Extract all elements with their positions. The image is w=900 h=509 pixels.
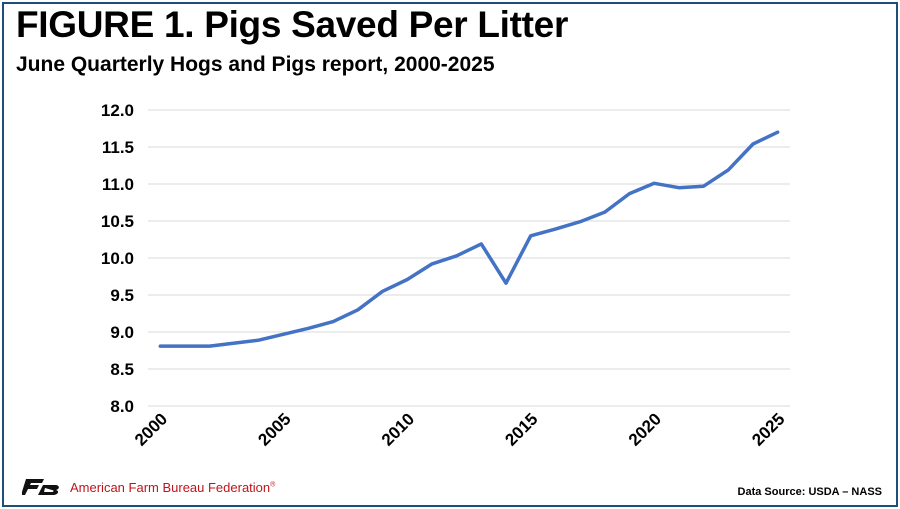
x-tick-label: 2020 — [625, 409, 665, 449]
y-tick-label: 9.0 — [110, 323, 134, 342]
gridlines — [148, 109, 790, 407]
y-tick-label: 11.0 — [102, 175, 134, 194]
x-tick-label: 2010 — [378, 409, 418, 449]
y-axis-ticks: 8.0 8.5 9.0 9.5 10.0 10.5 11.0 11.5 12.0 — [101, 101, 134, 416]
series-line — [158, 130, 780, 348]
y-tick-label: 10.0 — [101, 249, 134, 268]
y-tick-label: 12.0 — [101, 101, 134, 120]
series-group — [158, 130, 780, 348]
chart-title: FIGURE 1. Pigs Saved Per Litter — [16, 4, 569, 45]
y-tick-label: 11.5 — [102, 138, 134, 157]
x-tick-label: 2015 — [501, 409, 541, 449]
y-tick-label: 8.5 — [110, 360, 134, 379]
data-source: Data Source: USDA – NASS — [737, 486, 882, 498]
y-tick-label: 8.0 — [110, 397, 134, 416]
y-tick-label: 10.5 — [101, 212, 134, 231]
fb-logo-icon — [22, 479, 59, 495]
x-tick-label: 2005 — [254, 409, 294, 449]
organization-name: American Farm Bureau Federation® — [70, 479, 276, 495]
afbf-logo: American Farm Bureau Federation® — [22, 478, 275, 496]
x-tick-label: 2025 — [748, 409, 788, 449]
chart-subtitle: June Quarterly Hogs and Pigs report, 200… — [16, 53, 495, 76]
y-tick-label: 9.5 — [110, 286, 134, 305]
x-axis-ticks: 2000 2005 2010 2015 2020 2025 — [131, 409, 788, 449]
x-tick-label: 2000 — [131, 409, 171, 449]
